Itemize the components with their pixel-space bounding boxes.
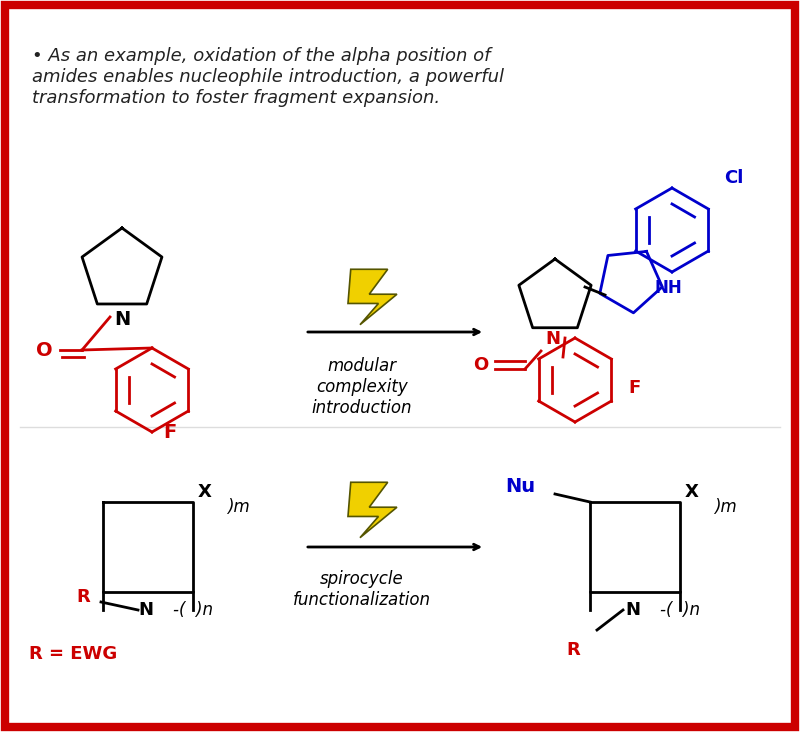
- Text: Cl: Cl: [724, 169, 744, 187]
- Text: X: X: [685, 483, 699, 501]
- Text: Nu: Nu: [505, 477, 535, 496]
- Text: R: R: [76, 588, 90, 606]
- Text: R: R: [566, 641, 580, 659]
- Polygon shape: [348, 269, 397, 325]
- Text: spirocycle
functionalization: spirocycle functionalization: [293, 570, 431, 609]
- Text: )m: )m: [714, 498, 736, 516]
- Text: R = EWG: R = EWG: [29, 645, 117, 663]
- Text: N: N: [546, 330, 561, 348]
- Text: X: X: [198, 483, 212, 501]
- Text: NH: NH: [654, 279, 682, 297]
- Text: O: O: [474, 356, 489, 374]
- Text: )m: )m: [226, 498, 250, 516]
- Text: • As an example, oxidation of the alpha position of
amides enables nucleophile i: • As an example, oxidation of the alpha …: [32, 47, 504, 107]
- Text: F: F: [629, 379, 641, 397]
- Text: N: N: [626, 601, 641, 619]
- Text: N: N: [138, 601, 154, 619]
- Text: O: O: [36, 340, 52, 359]
- Text: modular
complexity
introduction: modular complexity introduction: [312, 357, 412, 417]
- Text: N: N: [114, 310, 130, 329]
- Text: F: F: [163, 422, 177, 441]
- Text: -(  )n: -( )n: [660, 601, 700, 619]
- Polygon shape: [348, 482, 397, 538]
- Text: -(  )n: -( )n: [173, 601, 213, 619]
